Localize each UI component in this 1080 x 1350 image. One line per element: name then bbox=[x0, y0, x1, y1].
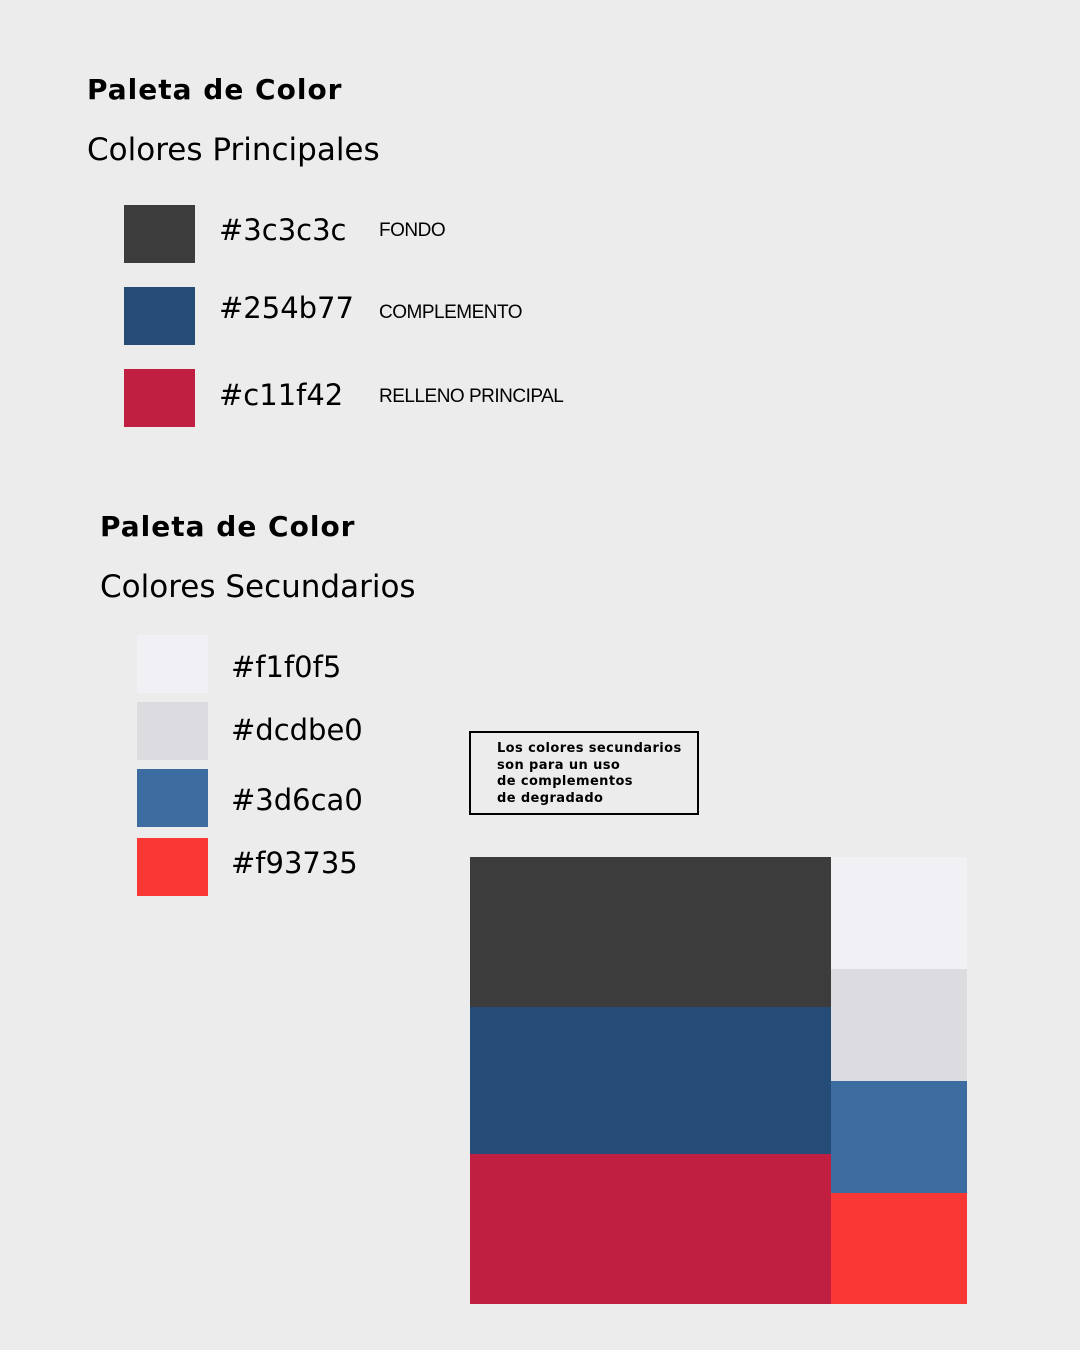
principal-subtitle: Colores Principales bbox=[87, 132, 380, 168]
note-line: de complementos bbox=[497, 774, 633, 789]
swatch-f93735 bbox=[137, 838, 208, 896]
composition-block-fondo bbox=[470, 857, 831, 1007]
swatch-relleno bbox=[124, 369, 195, 427]
swatch-fondo bbox=[124, 205, 195, 263]
swatch-f1f0f5 bbox=[137, 635, 208, 693]
hex-dcdbe0: #dcdbe0 bbox=[231, 713, 363, 747]
secondary-title: Paleta de Color bbox=[100, 510, 356, 543]
swatch-dcdbe0 bbox=[137, 702, 208, 760]
hex-relleno: #c11f42 bbox=[219, 378, 344, 412]
secondary-subtitle: Colores Secundarios bbox=[100, 569, 416, 605]
swatch-3d6ca0 bbox=[137, 769, 208, 827]
composition-block-f93735 bbox=[831, 1193, 967, 1304]
composition-block-relleno bbox=[470, 1154, 831, 1304]
hex-fondo: #3c3c3c bbox=[219, 213, 347, 247]
note-line: de degradado bbox=[497, 790, 604, 806]
secondary-colors-note: Los colores secundarios son para un uso … bbox=[469, 731, 699, 815]
hex-f1f0f5: #f1f0f5 bbox=[231, 650, 342, 684]
swatch-complemento bbox=[124, 287, 195, 345]
note-line: son para un uso bbox=[497, 757, 621, 773]
composition-block-3d6ca0 bbox=[831, 1081, 967, 1193]
role-relleno: RELLENO PRINCIPAL bbox=[379, 386, 564, 407]
composition-block-complemento bbox=[470, 1007, 831, 1154]
principal-title: Paleta de Color bbox=[87, 73, 343, 106]
hex-f93735: #f93735 bbox=[231, 846, 358, 880]
note-line: Los colores secundarios bbox=[497, 741, 682, 756]
composition-block-dcdbe0 bbox=[831, 969, 967, 1081]
role-fondo: FONDO bbox=[379, 220, 446, 241]
composition-block-f1f0f5 bbox=[831, 857, 967, 969]
hex-3d6ca0: #3d6ca0 bbox=[231, 783, 363, 817]
hex-complemento: #254b77 bbox=[219, 291, 354, 325]
role-complemento: COMPLEMENTO bbox=[379, 302, 523, 323]
